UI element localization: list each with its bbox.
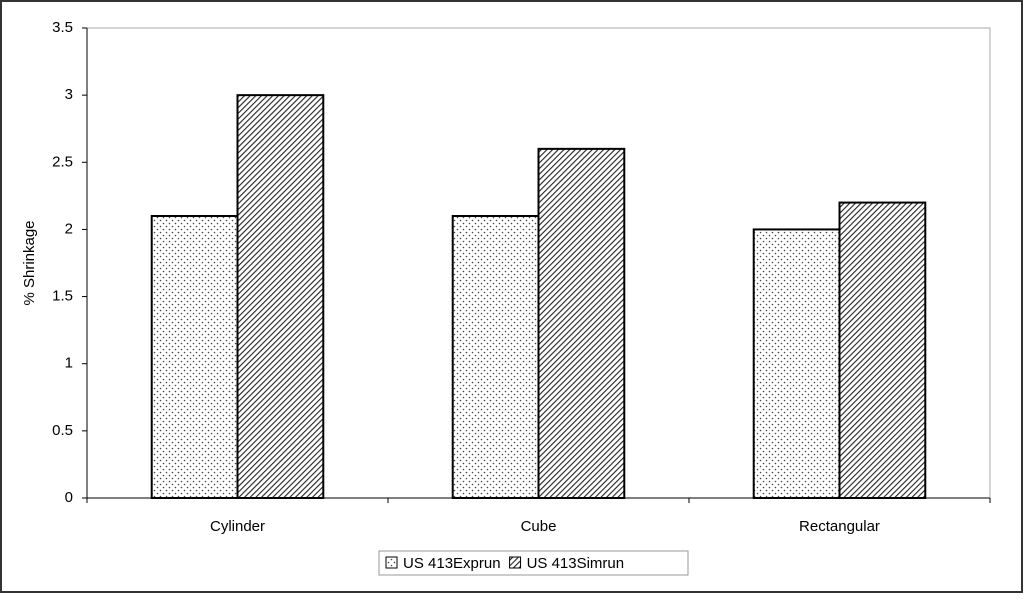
legend-swatch bbox=[509, 556, 522, 569]
bar bbox=[150, 215, 239, 499]
bar bbox=[537, 147, 626, 499]
legend bbox=[378, 550, 689, 576]
x-tick-label: Rectangular bbox=[799, 518, 880, 535]
y-tick-label: 0 bbox=[65, 489, 73, 506]
y-tick-label: 2.5 bbox=[52, 153, 73, 170]
bar bbox=[838, 201, 927, 499]
y-tick-label: 0.5 bbox=[52, 422, 73, 439]
y-tick-label: 1 bbox=[65, 355, 73, 372]
y-tick-label: 3 bbox=[65, 86, 73, 103]
y-axis-title: % Shrinkage bbox=[21, 220, 38, 305]
legend-label: US 413Simrun bbox=[527, 555, 625, 572]
bar bbox=[752, 228, 841, 500]
y-tick-label: 1.5 bbox=[52, 288, 73, 305]
bar bbox=[236, 94, 325, 500]
legend-label: US 413Exprun bbox=[403, 555, 501, 572]
y-tick-label: 2 bbox=[65, 220, 73, 237]
legend-swatch bbox=[385, 556, 398, 569]
y-tick-label: 3.5 bbox=[52, 19, 73, 36]
bar bbox=[451, 215, 540, 499]
x-tick-label: Cube bbox=[521, 518, 557, 535]
x-tick-label: Cylinder bbox=[210, 518, 265, 535]
